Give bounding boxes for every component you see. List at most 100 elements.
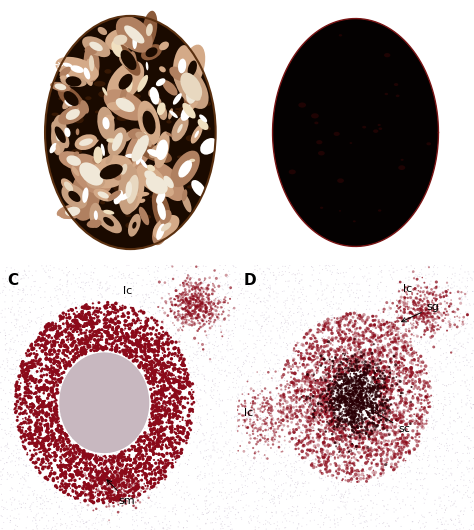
Point (344, 410, 351, 419)
Point (460, 313, 467, 321)
Point (21, 396, 29, 404)
Point (108, 469, 115, 478)
Point (342, 425, 349, 433)
Point (77, 457, 84, 466)
Point (180, 361, 187, 369)
Point (240, 340, 247, 348)
Point (34, 435, 41, 444)
Point (305, 377, 312, 386)
Point (341, 426, 348, 434)
Point (185, 302, 192, 310)
Point (423, 414, 430, 423)
Point (184, 417, 191, 426)
Point (114, 452, 122, 461)
Point (456, 488, 464, 496)
Point (42, 416, 50, 425)
Point (156, 519, 164, 528)
Point (412, 414, 419, 422)
Point (168, 277, 176, 285)
Point (255, 432, 262, 441)
Point (319, 332, 327, 341)
Point (169, 434, 177, 443)
Point (259, 434, 267, 443)
Point (344, 444, 351, 453)
Point (346, 398, 354, 406)
Point (64, 382, 72, 390)
Point (350, 459, 357, 467)
Point (44, 378, 51, 387)
Point (337, 436, 345, 444)
Point (5, 376, 12, 385)
Point (153, 466, 160, 474)
Point (19, 439, 27, 448)
Point (142, 470, 150, 479)
Point (64, 272, 71, 280)
Point (330, 399, 338, 408)
Point (94, 308, 102, 316)
Point (272, 360, 279, 368)
Point (146, 324, 154, 333)
Point (320, 435, 328, 443)
Point (55, 410, 63, 418)
Point (140, 356, 148, 364)
Point (78, 407, 86, 415)
Point (151, 371, 159, 379)
Point (45, 322, 52, 331)
Point (80, 322, 88, 330)
Point (417, 292, 424, 300)
Point (224, 311, 231, 320)
Point (280, 352, 288, 361)
Point (382, 461, 390, 469)
Point (357, 387, 365, 396)
Point (112, 368, 120, 376)
Point (402, 366, 410, 374)
Point (225, 316, 233, 325)
Point (180, 355, 188, 364)
Point (69, 341, 76, 350)
Point (399, 345, 407, 354)
Point (116, 334, 124, 342)
Point (117, 304, 125, 313)
Point (304, 416, 312, 424)
Point (27, 418, 35, 426)
Point (109, 456, 116, 464)
Point (260, 267, 267, 276)
Point (40, 487, 48, 496)
Point (359, 328, 367, 337)
Point (428, 326, 435, 335)
Point (115, 474, 122, 483)
Point (118, 469, 126, 477)
Point (210, 344, 218, 353)
Point (425, 263, 433, 271)
Point (455, 518, 463, 527)
Point (464, 449, 471, 457)
Point (332, 411, 340, 420)
Point (217, 454, 225, 462)
Point (119, 329, 127, 337)
Point (61, 452, 68, 460)
Point (43, 354, 50, 362)
Point (365, 293, 373, 301)
Point (151, 413, 159, 422)
Point (336, 462, 343, 470)
Point (36, 283, 44, 292)
Point (356, 413, 364, 422)
Point (34, 472, 42, 481)
Point (339, 498, 347, 506)
Point (204, 515, 211, 524)
Point (150, 391, 158, 399)
Point (182, 432, 190, 441)
Point (354, 394, 362, 402)
Point (296, 277, 304, 286)
Point (43, 386, 51, 394)
Point (219, 316, 226, 324)
Point (445, 317, 453, 326)
Point (356, 416, 363, 425)
Point (47, 356, 55, 364)
Point (61, 488, 69, 497)
Point (405, 321, 412, 329)
Point (179, 404, 187, 413)
Point (91, 320, 98, 328)
Point (273, 391, 281, 399)
Point (264, 464, 271, 473)
